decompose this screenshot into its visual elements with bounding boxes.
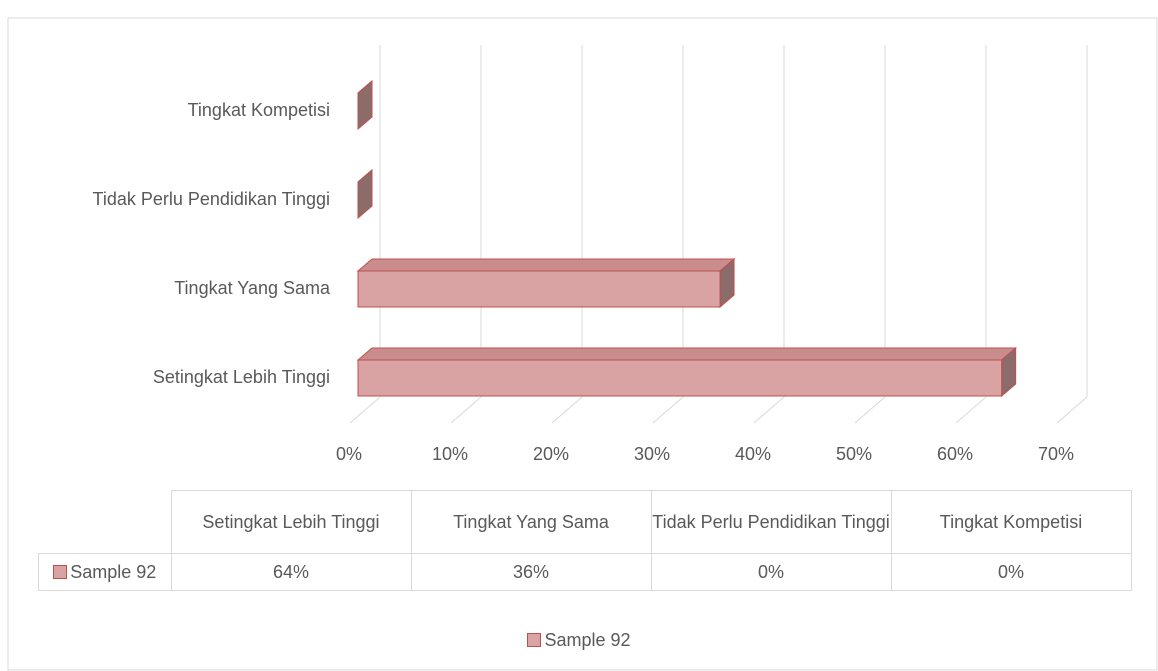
bar [357,168,373,220]
data-table: Setingkat Lebih Tinggi Tingkat Yang Sama T… [38,490,1132,591]
floor-grid-line [349,396,381,424]
x-tick-label: 0% [336,444,362,464]
x-tick-label: 50% [836,444,872,464]
legend: Sample 92 [0,630,1158,651]
floor-grid-line [1056,396,1088,424]
floor-grid-line [652,396,684,424]
legend-swatch [527,633,542,647]
table-header: Setingkat Lebih Tinggi [170,490,412,554]
floor-grid-line [551,396,583,424]
y-tick-label: Tidak Perlu Pendidikan Tinggi [93,189,330,209]
y-tick-label: Tingkat Kompetisi [188,100,330,120]
x-tick-label: 60% [937,444,973,464]
bar-top [356,347,1018,361]
y-tick-label: Tingkat Yang Sama [174,278,331,298]
chart-border [7,17,1158,671]
legend-key-cell: Sample 92 [38,553,172,591]
x-tick-label: 10% [432,444,468,464]
bar-top [356,258,736,272]
x-tick-label: 40% [735,444,771,464]
bar [356,257,736,309]
floor-grid-line [753,396,785,424]
table-header: Tidak Perlu Pendidikan Tinggi [650,490,892,554]
bar-side [357,168,373,220]
y-tick-label: Setingkat Lebih Tinggi [153,367,330,387]
table-value: 36% [410,553,652,591]
table-header: Tingkat Yang Sama [410,490,652,554]
x-tick-label: 70% [1038,444,1074,464]
series-name: Sample 92 [70,562,157,582]
bar-front [357,270,721,308]
table-header: Tingkat Kompetisi [890,490,1132,554]
bar [356,346,1018,398]
x-tick-label: 20% [533,444,569,464]
x-tick-label: 30% [634,444,670,464]
table-value: 0% [890,553,1132,591]
bar-side [357,79,373,131]
floor-grid-line [450,396,482,424]
legend-label: Sample 92 [544,630,631,650]
table-value: 64% [170,553,412,591]
floor-grid-line [854,396,886,424]
empty-cell [38,490,172,554]
bar-front [357,359,1003,397]
legend-swatch [53,565,68,579]
bar [357,79,373,131]
table-value: 0% [650,553,892,591]
floor-grid-line [955,396,987,424]
